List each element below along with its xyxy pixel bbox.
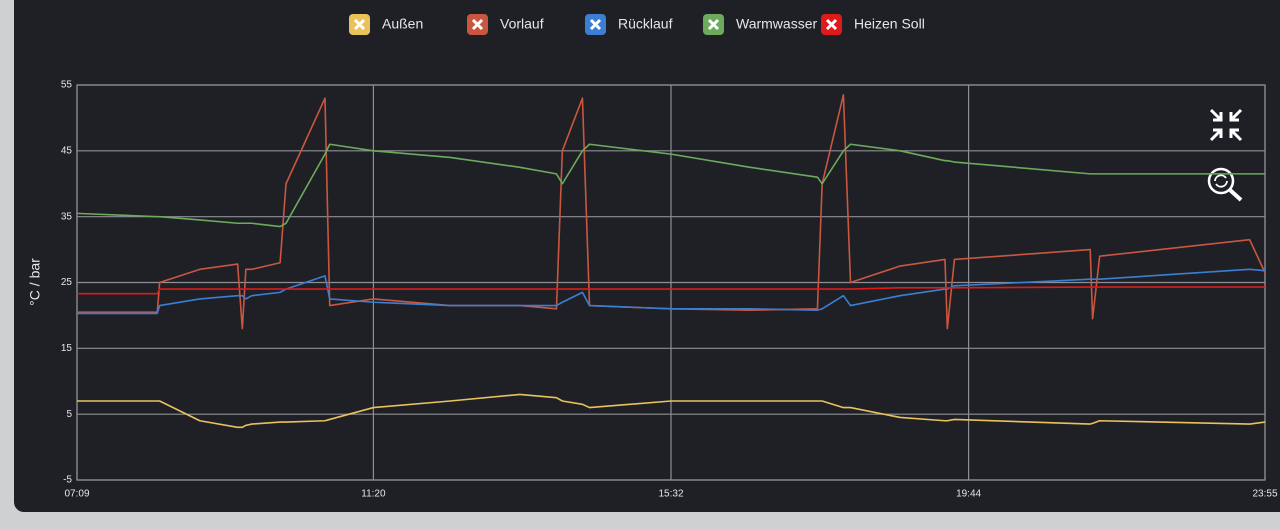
legend-item[interactable]: Warmwasser [703, 14, 817, 35]
data-line [76, 143, 1265, 228]
icon-part [1229, 128, 1243, 142]
icon-part [1214, 174, 1228, 188]
legend-x-icon [825, 18, 838, 31]
legend-item[interactable]: Heizen Soll [821, 14, 925, 35]
data-line [77, 94, 1266, 330]
x-tick-label: 07:09 [64, 489, 89, 500]
y-tick-label: -5 [63, 475, 72, 486]
icon-part [1207, 167, 1235, 195]
legend-label: Warmwasser [736, 16, 817, 32]
y-tick-label: 45 [61, 145, 73, 156]
legend-label: Heizen Soll [854, 16, 925, 32]
data-line [77, 393, 1266, 429]
icon-part [1209, 128, 1223, 142]
icon-part [1209, 108, 1223, 122]
y-tick-label: 15 [61, 343, 73, 354]
legend-label: Rücklauf [618, 16, 673, 32]
x-tick-label: 11:20 [361, 489, 386, 500]
data-line [77, 286, 1265, 295]
legend-item[interactable]: Vorlauf [467, 14, 544, 35]
x-tick-label: 19:44 [956, 489, 981, 500]
icon-part [1229, 108, 1243, 122]
y-tick-label: 25 [61, 277, 73, 288]
icon-part [1228, 188, 1243, 202]
legend-label: Außen [382, 16, 423, 32]
legend-item[interactable]: Außen [349, 14, 423, 35]
y-axis-label: °C / bar [27, 258, 43, 306]
legend-x-icon [589, 18, 602, 31]
plot-frame [76, 84, 1266, 481]
legend-x-icon [353, 18, 366, 31]
exit-fullscreen-icon[interactable] [1209, 108, 1243, 142]
reset-zoom-icon[interactable] [1207, 167, 1243, 202]
x-tick-label: 23:55 [1252, 489, 1277, 500]
y-tick-label: 5 [66, 409, 72, 420]
x-tick-label: 15:32 [658, 489, 683, 500]
y-tick-label: 55 [61, 80, 73, 91]
legend-x-icon [471, 18, 484, 31]
legend-x-icon [707, 18, 720, 31]
legend-item[interactable]: Rücklauf [585, 14, 673, 35]
legend-label: Vorlauf [500, 16, 544, 32]
y-tick-label: 35 [61, 211, 73, 222]
